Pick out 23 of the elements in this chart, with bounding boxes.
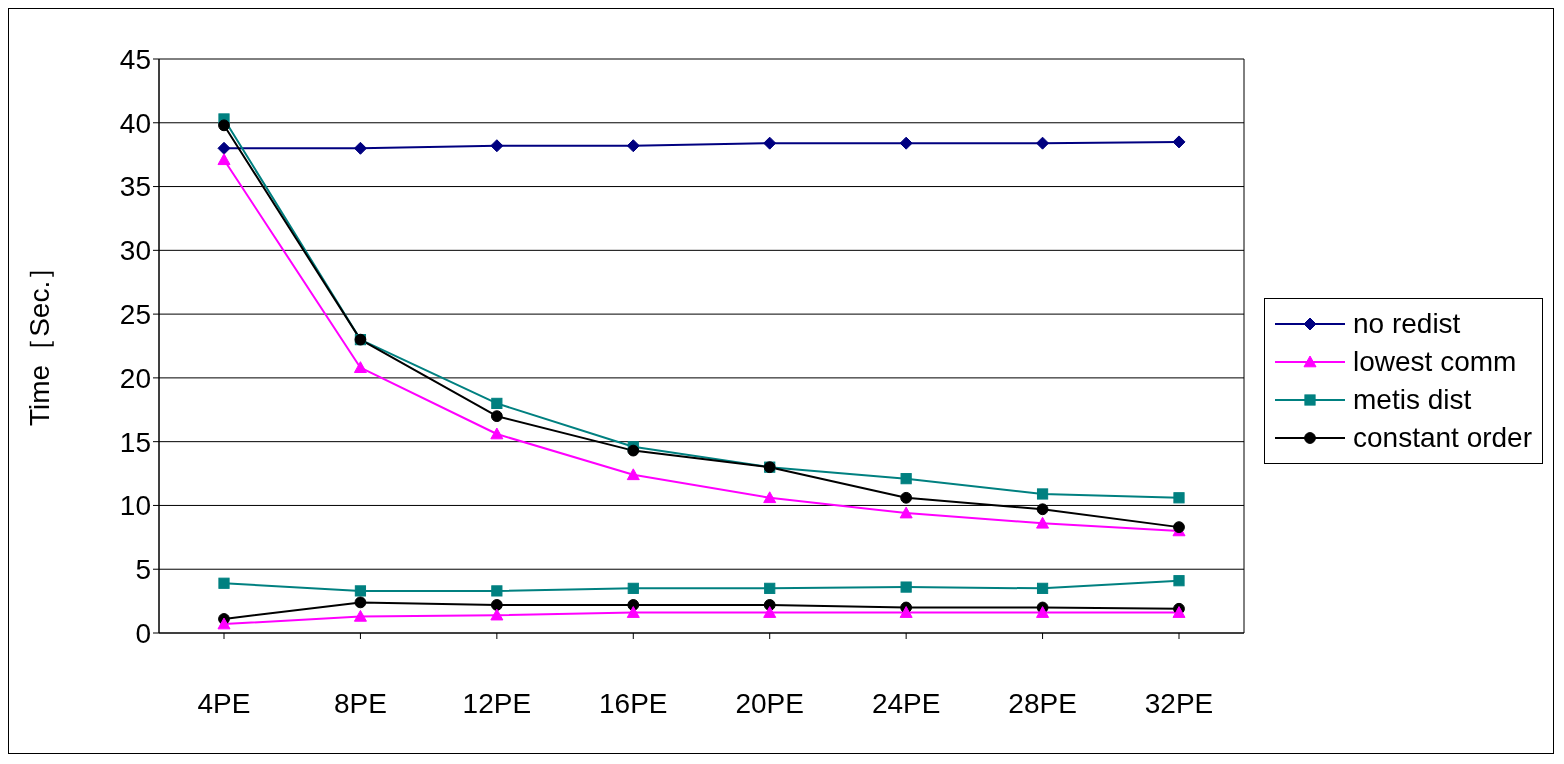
y-tick-label: 0 (135, 617, 151, 649)
y-tick-label: 35 (119, 171, 151, 203)
y-tick-label: 40 (119, 107, 151, 139)
x-tick-label: 16PE (599, 687, 668, 719)
y-tick-label: 45 (119, 43, 151, 75)
y-tick-label: 15 (119, 426, 151, 458)
legend-label: metis dist (1353, 384, 1472, 416)
legend-label: lowest comm (1353, 346, 1517, 378)
y-tick-label: 25 (119, 299, 151, 331)
x-tick-label: 32PE (1144, 687, 1214, 719)
x-tick-label: 8PE (333, 687, 387, 719)
y-tick-label: 10 (119, 490, 151, 522)
legend-label: no redist (1353, 308, 1461, 340)
y-tick-label: 20 (119, 362, 151, 394)
x-tick-label: 12PE (462, 687, 532, 719)
y-tick-label: 30 (119, 235, 151, 267)
x-tick-label: 28PE (1008, 687, 1077, 719)
y-tick-label: 5 (135, 554, 151, 586)
x-tick-label: 24PE (871, 687, 941, 719)
y-axis-title: Time［Sec.］ (23, 252, 55, 426)
x-tick-label: 20PE (735, 687, 804, 719)
legend-label: constant order (1353, 422, 1532, 454)
x-tick-label: 4PE (197, 687, 251, 719)
